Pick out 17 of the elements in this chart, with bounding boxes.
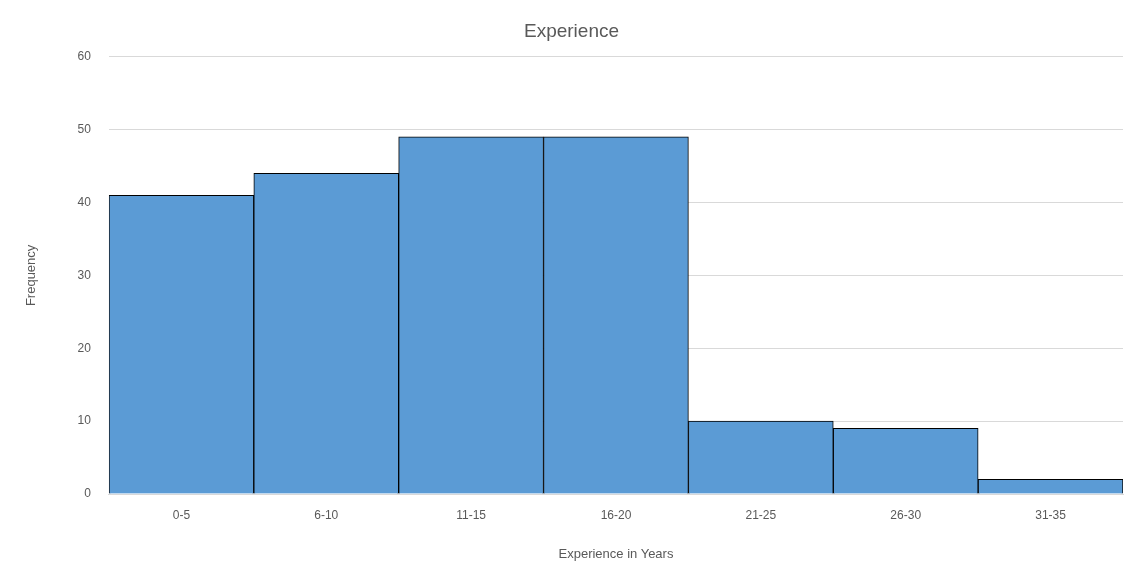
y-tick-label: 10 bbox=[77, 413, 92, 428]
x-tick-label: 26-30 bbox=[890, 507, 922, 522]
x-tick-label: 6-10 bbox=[314, 507, 339, 522]
chart-title: Experience bbox=[523, 19, 620, 41]
x-tick-label: 16-20 bbox=[600, 507, 632, 522]
y-tick-label: 50 bbox=[77, 121, 92, 136]
y-axis-title: Frequency bbox=[23, 244, 39, 307]
x-tick-label: 31-35 bbox=[1035, 507, 1067, 522]
x-tick-label: 0-5 bbox=[172, 507, 191, 522]
y-tick-label: 60 bbox=[77, 49, 92, 64]
x-tick-label: 21-25 bbox=[745, 507, 777, 522]
y-tick-label: 30 bbox=[77, 267, 92, 282]
y-tick-label: 0 bbox=[84, 486, 92, 501]
x-axis-title: Experience in Years bbox=[558, 545, 674, 561]
x-tick-label: 11-15 bbox=[456, 507, 487, 522]
y-tick-label: 40 bbox=[77, 194, 92, 209]
y-tick-label: 20 bbox=[77, 340, 92, 355]
